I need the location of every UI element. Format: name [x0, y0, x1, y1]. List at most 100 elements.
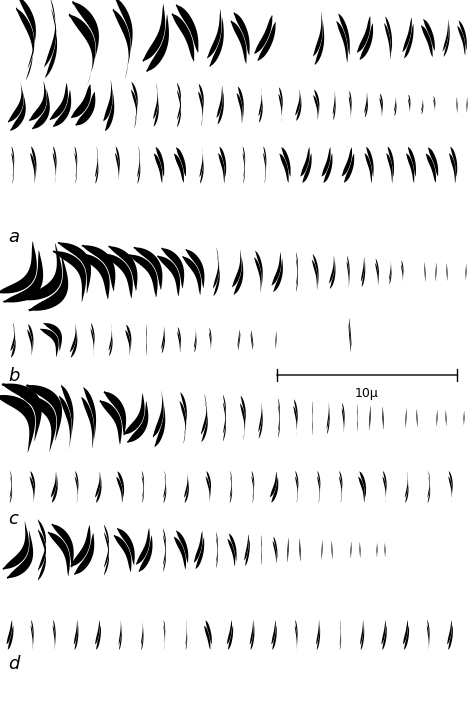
- Polygon shape: [146, 14, 169, 72]
- Polygon shape: [295, 476, 298, 503]
- Polygon shape: [232, 249, 242, 288]
- Polygon shape: [31, 146, 36, 177]
- Text: c: c: [8, 510, 18, 528]
- Polygon shape: [131, 89, 137, 129]
- Polygon shape: [280, 153, 289, 183]
- Polygon shape: [251, 333, 253, 350]
- Polygon shape: [219, 146, 226, 177]
- Polygon shape: [261, 540, 262, 565]
- Polygon shape: [137, 146, 140, 177]
- Polygon shape: [83, 387, 96, 439]
- Polygon shape: [53, 146, 56, 177]
- Polygon shape: [357, 409, 358, 432]
- Polygon shape: [40, 328, 59, 357]
- Polygon shape: [105, 89, 114, 131]
- Polygon shape: [376, 543, 377, 554]
- Polygon shape: [218, 92, 224, 124]
- Polygon shape: [466, 98, 467, 109]
- Polygon shape: [293, 406, 297, 437]
- Polygon shape: [176, 147, 186, 176]
- Polygon shape: [185, 477, 189, 503]
- Text: b: b: [8, 367, 19, 385]
- Polygon shape: [46, 8, 57, 78]
- Polygon shape: [317, 476, 320, 503]
- Polygon shape: [74, 153, 77, 184]
- Polygon shape: [75, 476, 78, 503]
- Polygon shape: [138, 535, 153, 572]
- Polygon shape: [22, 243, 62, 301]
- Polygon shape: [329, 255, 335, 283]
- Polygon shape: [137, 153, 140, 184]
- Polygon shape: [405, 411, 407, 428]
- Polygon shape: [427, 625, 429, 650]
- Polygon shape: [194, 531, 202, 563]
- Polygon shape: [421, 96, 423, 111]
- Polygon shape: [294, 399, 298, 430]
- Polygon shape: [1, 383, 42, 441]
- Polygon shape: [213, 255, 220, 297]
- Polygon shape: [457, 26, 465, 56]
- Polygon shape: [330, 260, 336, 289]
- Polygon shape: [127, 401, 148, 443]
- Polygon shape: [287, 538, 289, 558]
- Polygon shape: [201, 394, 207, 434]
- Polygon shape: [436, 410, 438, 423]
- Polygon shape: [10, 476, 12, 503]
- Polygon shape: [43, 323, 62, 352]
- Polygon shape: [245, 539, 250, 566]
- Polygon shape: [296, 259, 298, 292]
- Polygon shape: [29, 477, 34, 503]
- Polygon shape: [71, 84, 91, 118]
- Polygon shape: [223, 394, 226, 434]
- Polygon shape: [449, 153, 456, 183]
- Polygon shape: [337, 21, 348, 63]
- Polygon shape: [406, 153, 414, 183]
- Polygon shape: [271, 477, 278, 503]
- Polygon shape: [459, 20, 467, 51]
- Polygon shape: [177, 82, 181, 120]
- Polygon shape: [20, 395, 56, 452]
- Polygon shape: [447, 263, 448, 278]
- Polygon shape: [74, 146, 77, 177]
- Polygon shape: [184, 471, 188, 498]
- Polygon shape: [264, 146, 266, 177]
- Polygon shape: [241, 396, 246, 433]
- Polygon shape: [229, 534, 237, 562]
- Polygon shape: [382, 626, 387, 650]
- Polygon shape: [375, 263, 378, 285]
- Polygon shape: [38, 529, 46, 581]
- Polygon shape: [360, 23, 373, 60]
- Polygon shape: [146, 325, 147, 350]
- Polygon shape: [218, 153, 225, 183]
- Polygon shape: [82, 396, 94, 449]
- Polygon shape: [250, 620, 254, 645]
- Polygon shape: [217, 85, 223, 118]
- Polygon shape: [349, 318, 352, 347]
- Polygon shape: [96, 626, 101, 650]
- Polygon shape: [366, 147, 374, 177]
- Polygon shape: [185, 249, 204, 288]
- Polygon shape: [342, 147, 352, 176]
- Polygon shape: [361, 257, 365, 282]
- Polygon shape: [389, 259, 391, 280]
- Polygon shape: [369, 406, 371, 426]
- Polygon shape: [389, 264, 392, 285]
- Polygon shape: [200, 153, 204, 184]
- Polygon shape: [385, 16, 392, 53]
- Polygon shape: [182, 256, 201, 295]
- Polygon shape: [164, 620, 165, 645]
- Polygon shape: [282, 147, 291, 176]
- Polygon shape: [447, 620, 452, 645]
- Polygon shape: [103, 79, 112, 122]
- Polygon shape: [299, 543, 301, 562]
- Polygon shape: [115, 153, 119, 183]
- Polygon shape: [177, 90, 181, 127]
- Polygon shape: [405, 476, 409, 503]
- Polygon shape: [104, 524, 109, 568]
- Polygon shape: [8, 626, 13, 650]
- Polygon shape: [194, 328, 196, 348]
- Polygon shape: [234, 257, 243, 295]
- Polygon shape: [16, 7, 34, 81]
- Polygon shape: [448, 626, 453, 650]
- Polygon shape: [213, 247, 219, 289]
